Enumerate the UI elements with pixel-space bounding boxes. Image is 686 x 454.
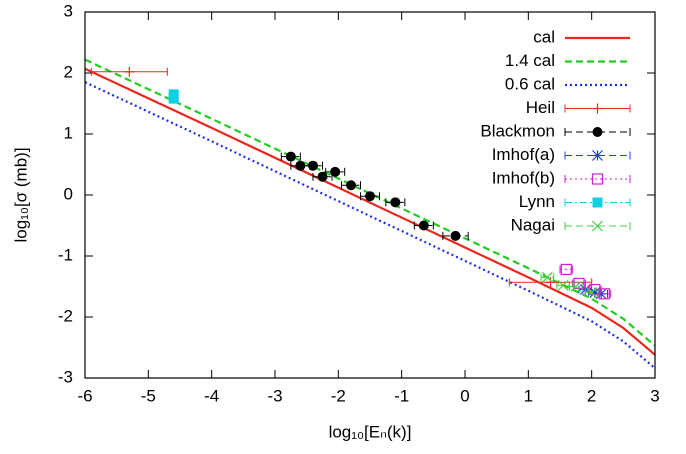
marker <box>573 277 585 290</box>
x-tick-label: -2 <box>331 386 346 405</box>
marker <box>586 287 598 299</box>
marker-shape <box>591 173 604 185</box>
series-line <box>84 67 656 356</box>
y-tick-label: 3 <box>64 1 73 20</box>
marker-stroke <box>586 287 598 299</box>
error-bar <box>360 192 380 201</box>
marker <box>598 288 610 300</box>
legend-label: Lynn <box>519 192 555 211</box>
series-line <box>84 58 656 347</box>
marker <box>308 160 318 171</box>
marker <box>592 220 603 232</box>
marker-shape <box>592 197 603 208</box>
marker <box>450 230 461 241</box>
error-bar <box>325 167 346 176</box>
marker-shape <box>308 160 318 171</box>
y-tick-label: -1 <box>58 245 73 264</box>
y-axis-label: log₁₀[σ (mb)] <box>11 147 30 242</box>
x-tick-label: -6 <box>77 386 92 405</box>
marker <box>418 220 429 231</box>
marker-stroke <box>592 150 603 161</box>
marker <box>557 279 569 291</box>
legend-label: Blackmon <box>480 121 555 140</box>
marker <box>592 103 603 114</box>
marker-shape <box>330 166 341 177</box>
marker-stroke <box>592 220 603 232</box>
marker <box>124 66 135 77</box>
plot-frame <box>84 11 656 379</box>
marker-shape <box>346 180 356 191</box>
x-tick-label: -5 <box>141 386 156 405</box>
marker-shape <box>592 127 603 137</box>
marker-shape <box>317 171 328 182</box>
error-bar <box>559 265 574 274</box>
y-tick-label: 2 <box>64 62 73 81</box>
legend-label: Heil <box>526 98 555 117</box>
x-tick-label: -3 <box>267 386 282 405</box>
x-axis-label: log₁₀[Eₙ(k)] <box>329 422 412 441</box>
marker <box>346 180 356 191</box>
marker-shape <box>573 277 585 290</box>
marker <box>570 281 582 292</box>
marker-stroke <box>570 281 582 292</box>
marker <box>545 277 556 288</box>
x-tick-label: 1 <box>524 386 533 405</box>
legend-label: 0.6 cal <box>505 74 555 93</box>
marker <box>541 271 553 283</box>
marker <box>317 171 328 182</box>
marker-shape <box>365 191 375 202</box>
marker <box>295 160 306 171</box>
x-tick-label: -4 <box>204 386 219 405</box>
marker <box>592 127 603 137</box>
legend-label: 1.4 cal <box>505 51 555 70</box>
marker-shape <box>295 160 306 171</box>
marker <box>168 93 179 104</box>
marker-shape <box>450 230 461 241</box>
marker <box>365 191 375 202</box>
marker-shape <box>418 220 429 231</box>
y-tick-label: 1 <box>64 123 73 142</box>
legend-label: cal <box>533 27 555 46</box>
marker-shape <box>285 151 296 162</box>
legend-label: Imhof(a) <box>492 145 555 164</box>
error-bar <box>341 181 361 190</box>
marker <box>330 166 341 177</box>
error-bar <box>303 161 323 170</box>
marker <box>390 197 401 208</box>
x-tick-label: -1 <box>394 386 409 405</box>
marker-shape <box>168 93 179 104</box>
y-tick-label: 0 <box>64 184 73 203</box>
error-bar <box>413 221 434 230</box>
x-tick-label: 2 <box>587 386 596 405</box>
marker <box>560 263 572 276</box>
x-tick-label: 0 <box>460 386 469 405</box>
marker-shape <box>598 288 610 300</box>
marker <box>592 197 603 208</box>
error-bar <box>280 152 301 161</box>
y-tick-label: -3 <box>58 367 73 386</box>
marker <box>591 173 604 185</box>
marker-shape <box>560 263 572 276</box>
legend-label: Imhof(b) <box>492 168 555 187</box>
marker-stroke <box>541 271 553 283</box>
series-line <box>84 81 656 370</box>
legend-label: Nagai <box>511 215 555 234</box>
marker-stroke <box>557 279 569 291</box>
marker-shape <box>390 197 401 208</box>
error-bar <box>385 198 406 207</box>
y-tick-label: -2 <box>58 306 73 325</box>
x-tick-label: 3 <box>650 386 659 405</box>
marker <box>285 151 296 162</box>
marker <box>592 150 603 161</box>
